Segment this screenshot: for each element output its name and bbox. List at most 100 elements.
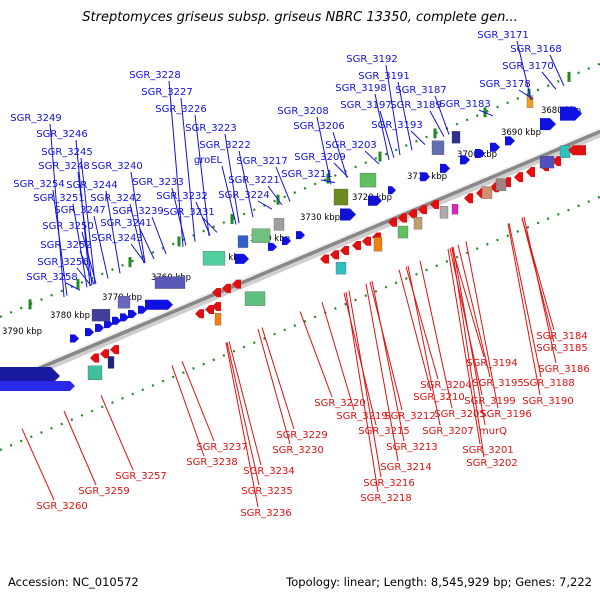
scale-label: 3780 kbp [50,311,90,321]
reverse-label-leader [63,410,97,486]
reverse-gene-block [495,178,507,191]
reverse-gene [352,240,361,250]
reverse-label-leader [299,311,333,398]
forward-label-leader [320,179,336,184]
reverse-gene-block [373,237,383,252]
forward-gene-label: SGR_3241 [100,218,152,229]
forward-label-leader [434,95,450,135]
reverse-gene-label: SGR_3238 [186,457,238,468]
reverse-gene-label: SGR_3235 [241,486,293,497]
reverse-gene-block [559,145,571,158]
reverse-gene-label: SGR_3236 [240,508,292,519]
forward-gene-block [117,296,131,309]
reverse-label-leader [508,223,542,378]
forward-gene-label: SGR_3183 [439,99,491,110]
reverse-gene [502,177,511,188]
reverse-label-leader [21,428,55,501]
forward-label-leader [316,116,332,185]
forward-label-leader [429,110,445,137]
forward-gene-label: SGR_3242 [90,193,142,204]
forward-gene-block [359,172,377,188]
forward-gene [235,253,249,264]
forward-gene [128,309,137,318]
reverse-gene-label: SGR_3257 [115,471,167,482]
reverse-label-leader [419,260,453,409]
reverse-label-leader [447,248,481,445]
forward-label-leader [180,97,196,242]
reverse-gene-label: SGR_3202 [466,458,518,469]
forward-gene-label: SGR_3231 [163,207,215,218]
forward-label-leader [171,187,187,246]
reverse-gene [464,193,473,204]
forward-gene-label: SGR_3193 [371,120,423,131]
forward-gene-block [154,276,186,289]
reverse-label-leader [371,280,405,442]
forward-label-leader [77,171,93,286]
forward-label-leader [194,114,210,236]
forward-gene [70,334,79,343]
forward-label-leader [364,150,380,165]
reverse-gene-label: SGR_3237 [196,442,248,453]
reverse-gene [340,246,349,256]
reverse-gene-label: SGR_3212 [384,411,436,422]
forward-label-leader [541,71,557,90]
forward-label-leader [49,123,65,298]
reverse-label-leader [225,342,259,508]
reverse-label-leader [452,246,486,426]
forward-label-leader [65,282,81,291]
reverse-gene [212,302,221,312]
reverse-gene [205,304,214,314]
reverse-gene-label: murQ [479,426,507,437]
forward-label-leader [410,130,426,146]
reverse-label-leader [181,361,215,442]
forward-label-leader [76,267,92,286]
reverse-gene-label: SGR_3204 [420,380,472,391]
reverse-gene-block [87,365,103,381]
forward-gene-label: SGR_3189 [390,100,442,111]
reverse-gene-label: SGR_3205 [434,409,486,420]
reverse-gene-block [413,217,423,230]
reverse-label-leader [321,301,355,411]
forward-gene-label: SGR_3170 [502,61,554,72]
scale-tick [378,151,382,162]
forward-label-leader [516,40,532,101]
forward-gene [0,381,75,391]
forward-gene [460,155,470,165]
forward-gene [138,305,147,314]
forward-gene [490,142,500,152]
forward-gene-label: SGR_3223 [185,123,237,134]
forward-label-leader [333,162,349,178]
reverse-label-leader [261,327,295,430]
forward-label-leader [129,203,145,264]
reverse-label-leader [345,291,379,493]
forward-gene-label: SGR_3256 [37,257,89,268]
forward-gene-label: SGR_3250 [42,221,94,232]
reverse-gene [526,167,535,178]
forward-gene-label: SGR_3240 [91,161,143,172]
reverse-gene-label: SGR_3218 [360,493,412,504]
forward-gene [85,328,94,337]
reverse-gene-label: SGR_3199 [464,396,516,407]
forward-gene-label: SGR_3251 [33,193,85,204]
reverse-gene-label: SGR_3210 [413,392,465,403]
reverse-gene-label: SGR_3259 [78,486,130,497]
forward-label-leader [478,109,494,117]
scale-tick [527,88,531,99]
forward-label-leader [151,216,167,255]
scale-label: 3690 kbp [501,128,541,138]
reverse-gene [552,156,561,167]
forward-gene-label: SGR_3192 [346,54,398,65]
forward-gene [268,242,277,251]
reverse-gene-block [481,186,493,199]
forward-label-leader [79,250,95,285]
reverse-label-leader [523,216,557,364]
forward-label-leader [379,110,395,158]
forward-gene-label: SGR_3208 [277,106,329,117]
reverse-gene-label: SGR_3214 [380,462,432,473]
scale-tick [326,173,330,184]
forward-label-leader [93,215,109,279]
forward-gene-block [273,218,285,231]
forward-gene-label: SGR_3249 [10,113,62,124]
forward-gene-block [333,188,349,206]
